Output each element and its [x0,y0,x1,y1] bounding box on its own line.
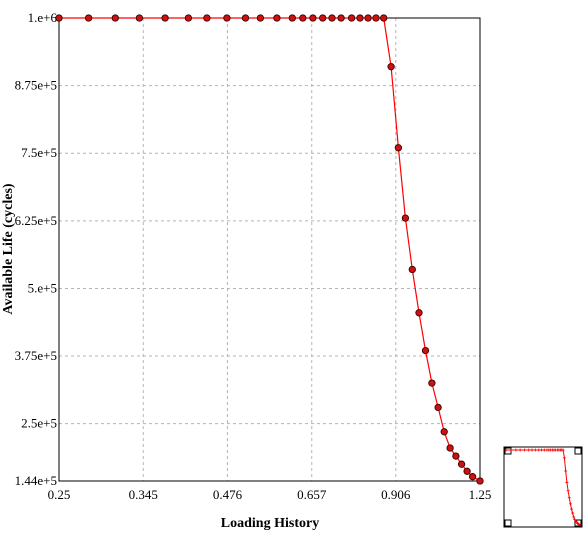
data-point [468,473,477,481]
overview-handle-bottom-right[interactable] [574,519,582,527]
data-point [364,14,372,22]
overview-point [570,507,574,511]
overview-point [534,448,538,452]
x-tick-labels: 0.25 0.345 0.476 0.657 0.906 1.25 [48,487,492,502]
data-point [84,14,93,22]
y-tick-label: 3.75e+5 [15,348,57,363]
y-tick-label: 8.75e+5 [15,78,57,93]
y-tick-label: 2.5e+5 [21,416,57,431]
data-point [452,452,460,460]
y-tick-label: 5.e+5 [28,280,57,295]
data-point [337,14,345,22]
y-tick-label: 7.5e+5 [21,145,57,160]
overview-point [567,496,571,500]
overview-handle-top-right[interactable] [574,447,582,455]
data-point [408,265,416,274]
data-point [428,379,436,387]
data-point [273,14,281,22]
overview-point [562,456,566,460]
data-point [328,14,336,22]
data-point [457,460,466,468]
data-point [111,14,119,22]
data-point [203,14,211,22]
overview-point [578,523,582,527]
data-point [299,14,307,22]
data-point [476,477,484,485]
y-tick-label: 1.44e+5 [15,473,57,488]
overview-point [565,480,569,484]
data-point [223,14,231,22]
overview-navigator[interactable] [503,446,583,528]
x-tick-label: 1.25 [469,487,492,502]
data-point [421,346,430,355]
x-tick-label: 0.906 [381,487,411,502]
data-point [440,428,448,436]
overview-point [561,448,565,452]
overview-point [571,511,575,515]
data-point [184,14,193,22]
overview-point [572,515,576,519]
series-line [59,17,481,482]
data-point [309,14,317,22]
data-point [446,444,454,452]
data-point [135,14,144,22]
overview-point [523,448,527,452]
data-point [387,63,395,71]
overview-point [542,448,546,452]
overview-point [566,489,570,493]
data-point [347,14,356,22]
overview-handle-bottom-left[interactable] [504,519,512,527]
x-tick-label: 0.657 [297,487,327,502]
overview-series [504,448,582,527]
data-point [415,309,423,317]
overview-point [568,502,572,506]
data-point [394,144,403,152]
overview-frame[interactable] [503,446,583,528]
y-tick-labels: 1.44e+5 2.5e+5 3.75e+5 5.e+5 6.25e+5 7.5e+5 8.… [15,10,58,488]
data-point [161,14,169,22]
data-point [463,467,471,475]
x-axis-title: Loading History [221,516,319,531]
x-tick-label: 0.25 [48,487,71,502]
series-layer [55,14,484,485]
data-point [288,14,296,22]
overview-point [514,448,518,452]
grid [59,18,480,481]
data-point [319,14,327,22]
data-point [256,14,265,22]
data-point [401,214,410,222]
data-point [380,14,388,22]
x-tick-label: 0.345 [129,487,158,502]
overview-point [509,448,513,452]
data-point [241,14,250,22]
overview-point [518,448,522,452]
plot-area [58,17,481,482]
overview-point [537,448,541,452]
y-axis-title: Available Life (cycles) [1,183,16,314]
overview-point [539,448,543,452]
data-point [356,14,364,22]
overview-point [504,448,508,452]
overview-point [530,448,534,452]
data-point [434,403,442,412]
y-tick-label: 1.e+6 [28,10,58,25]
overview-point [564,469,568,473]
data-point [372,14,380,22]
x-tick-label: 0.476 [213,487,243,502]
y-tick-label: 6.25e+5 [15,213,57,228]
data-point [55,14,63,22]
overview-point [527,448,531,452]
